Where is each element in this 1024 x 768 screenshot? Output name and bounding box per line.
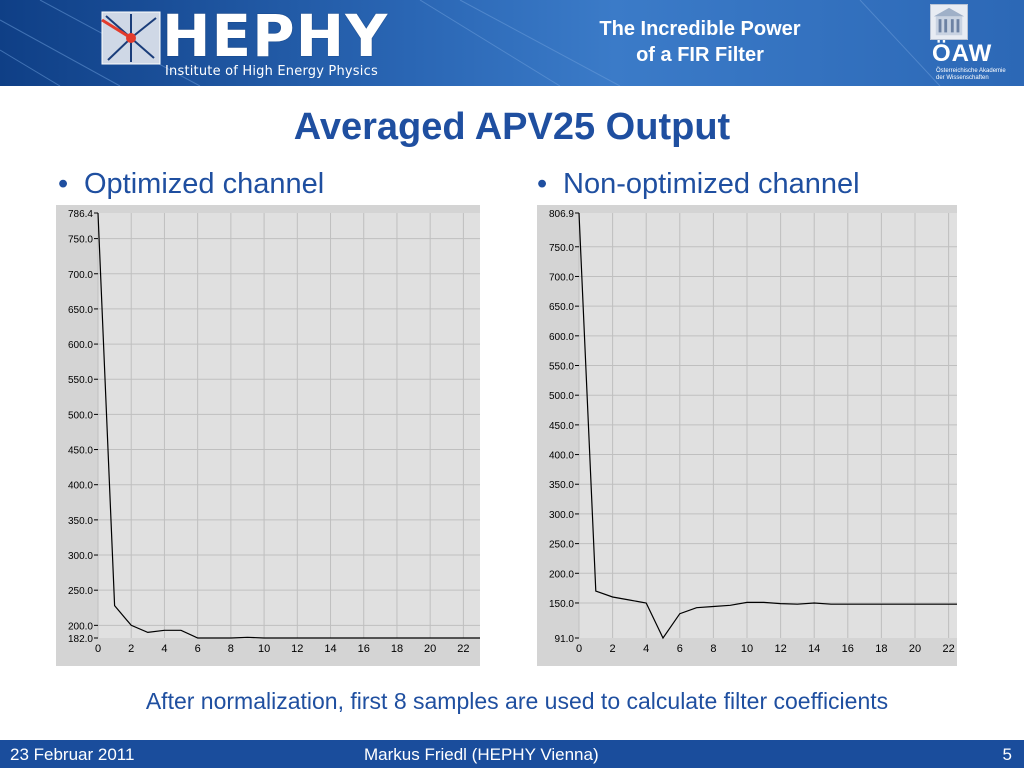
talk-title-line1: The Incredible Power	[599, 18, 801, 40]
y-tick-label: 182.0	[68, 634, 93, 645]
page-number: 5	[1002, 745, 1012, 764]
header-banner: HEPHY Institute of High Energy Physics T…	[0, 0, 1024, 86]
y-tick-label: 150.0	[549, 599, 574, 610]
academy-abbr: ÖAW	[932, 40, 993, 67]
y-tick-label: 91.0	[555, 634, 575, 645]
academy-logo: ÖAW Österreichische Akademie der Wissens…	[926, 0, 1024, 86]
x-tick-label: 8	[228, 643, 234, 655]
y-tick-label: 500.0	[68, 410, 93, 421]
y-tick-label: 550.0	[68, 375, 93, 386]
y-tick-label: 700.0	[68, 270, 93, 281]
y-tick-label: 550.0	[549, 362, 574, 373]
slide-title: Averaged APV25 Output	[293, 106, 731, 148]
bullet-symbol: •	[537, 168, 548, 200]
x-tick-label: 16	[358, 643, 370, 655]
x-tick-label: 0	[576, 643, 582, 655]
data-series-line	[97, 212, 480, 639]
x-tick-label: 22	[457, 643, 469, 655]
bullet-non-optimized: • Non-optimized channel	[537, 168, 860, 201]
x-tick-label: 20	[424, 643, 436, 655]
bullet-non-optimized-label: Non-optimized channel	[563, 168, 860, 200]
y-tick-label: 750.0	[549, 243, 574, 254]
y-tick-label: 750.0	[68, 235, 93, 246]
x-tick-label: 16	[842, 643, 854, 655]
x-tick-label: 12	[774, 643, 786, 655]
institute-subtitle: Institute of High Energy Physics	[165, 64, 378, 79]
x-tick-label: 14	[808, 643, 820, 655]
x-tick-label: 2	[128, 643, 134, 655]
footer-date: 23 Februar 2011	[10, 745, 135, 764]
y-tick-label: 700.0	[549, 272, 574, 283]
x-tick-label: 4	[161, 643, 167, 655]
x-tick-label: 14	[324, 643, 336, 655]
y-tick-label: 250.0	[68, 586, 93, 597]
building-icon	[930, 4, 968, 40]
y-tick-label: 200.0	[68, 621, 93, 632]
x-tick-label: 8	[710, 643, 716, 655]
x-tick-label: 0	[95, 643, 101, 655]
x-tick-label: 18	[391, 643, 403, 655]
talk-title: The Incredible Power of a FIR Filter	[540, 16, 860, 68]
y-tick-label: 600.0	[68, 340, 93, 351]
data-series-line	[578, 212, 957, 640]
x-tick-label: 10	[258, 643, 270, 655]
footer-bar: 23 Februar 2011 Markus Friedl (HEPHY Vie…	[0, 740, 1024, 768]
x-tick-label: 18	[875, 643, 887, 655]
y-tick-label: 400.0	[549, 451, 574, 462]
y-tick-label: 400.0	[68, 481, 93, 492]
y-tick-label: 300.0	[68, 551, 93, 562]
slide-caption: After normalization, first 8 samples are…	[145, 688, 889, 714]
x-tick-label: 22	[942, 643, 954, 655]
x-tick-label: 4	[643, 643, 649, 655]
hephy-wordmark: HEPHY	[162, 2, 389, 70]
plot-area	[579, 213, 957, 638]
hephy-logo-icon	[101, 11, 161, 65]
y-tick-label: 650.0	[68, 305, 93, 316]
x-tick-label: 12	[291, 643, 303, 655]
y-tick-label: 300.0	[549, 510, 574, 521]
y-tick-label: 600.0	[549, 332, 574, 343]
y-tick-label: 650.0	[549, 302, 574, 313]
bullet-optimized: • Optimized channel	[58, 168, 324, 201]
non-optimized-channel-plot: 0 2 4 6 8 10 12 14 16 18 20 22 806.9 750.0 700.0 650.0 6…	[537, 205, 957, 666]
bullet-optimized-label: Optimized channel	[84, 168, 325, 200]
y-tick-label: 250.0	[549, 540, 574, 551]
y-tick-label: 350.0	[549, 480, 574, 491]
y-tick-label: 806.9	[549, 209, 574, 220]
x-tick-label: 2	[610, 643, 616, 655]
optimized-channel-chart: 0 2 4 6 8 10 12 14 16 18 20 22 786.4 750.0 700.0 650.0 6…	[68, 209, 480, 655]
footer-author: Markus Friedl (HEPHY Vienna)	[364, 745, 599, 764]
talk-title-line2: of a FIR Filter	[636, 44, 764, 66]
x-tick-label: 6	[677, 643, 683, 655]
bullet-symbol: •	[58, 168, 69, 200]
x-tick-label: 20	[909, 643, 921, 655]
academy-name-line1: Österreichische Akademie	[936, 68, 1006, 74]
plot-area	[98, 213, 480, 638]
x-tick-label: 6	[195, 643, 201, 655]
y-tick-label: 200.0	[549, 569, 574, 580]
y-tick-label: 450.0	[549, 421, 574, 432]
x-tick-label: 10	[741, 643, 753, 655]
optimized-channel-plot: 0 2 4 6 8 10 12 14 16 18 20 22 786.4 750.0 700.0 650.0 6…	[56, 205, 480, 666]
y-tick-label: 786.4	[68, 209, 93, 220]
non-optimized-channel-chart: 0 2 4 6 8 10 12 14 16 18 20 22 806.9 750.0 700.0 650.0 6…	[549, 209, 957, 655]
y-tick-label: 500.0	[549, 391, 574, 402]
academy-name-line2: der Wissenschaften	[936, 75, 989, 81]
academy-name: Österreichische Akademie der Wissenschaf…	[936, 68, 1006, 82]
y-tick-label: 350.0	[68, 516, 93, 527]
y-tick-label: 450.0	[68, 446, 93, 457]
